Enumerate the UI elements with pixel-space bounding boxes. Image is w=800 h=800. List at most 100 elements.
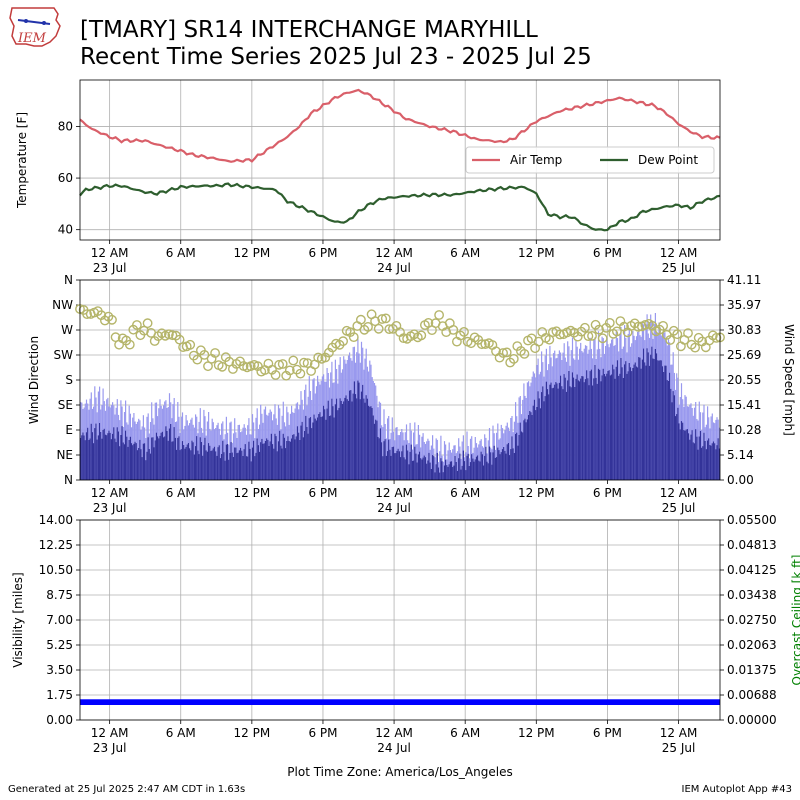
- wind-speed-bar: [564, 377, 566, 480]
- wind-gust-bar: [465, 452, 467, 480]
- wind-speed-bar: [80, 438, 82, 480]
- ceiling-tick-label: 0.02750: [727, 613, 777, 627]
- wind-speed-bar: [419, 451, 421, 480]
- wind-speed-bar: [446, 465, 448, 480]
- wind-direction-point: [299, 357, 309, 368]
- wind-speed-bar: [334, 404, 336, 480]
- wind-speed-bar: [154, 440, 156, 480]
- wind-gust-bar: [206, 421, 208, 480]
- wind-speed-bar: [576, 374, 578, 480]
- wind-speed-bar: [456, 471, 459, 480]
- wind-speed-bar: [498, 450, 500, 480]
- wind-speed-bar: [487, 463, 489, 480]
- wind-direction-point: [416, 330, 427, 341]
- wind-speed-bar: [93, 443, 95, 480]
- wind-speed-bar: [318, 414, 320, 480]
- wind-speed-bar: [274, 433, 276, 480]
- wind-gust-bar: [273, 414, 275, 480]
- wind-speed-bar: [108, 430, 110, 480]
- wind-speed-bar: [368, 405, 370, 480]
- wind-speed-bar: [116, 427, 118, 480]
- wind-speed-bar: [602, 368, 604, 480]
- wind-direction-point: [683, 328, 693, 338]
- wind-speed-bar: [149, 453, 152, 480]
- wind-speed-bar: [333, 417, 335, 480]
- temp-x-tick-label: 12 AM: [91, 246, 129, 260]
- wind-direction-point: [711, 332, 722, 343]
- wind-speed-bar: [123, 444, 126, 480]
- wind-speed-bar: [369, 406, 371, 480]
- wind-speed-tick-label: 15.41: [727, 398, 761, 412]
- wind-speed-bar: [679, 429, 681, 480]
- wind-x-tick-label: 12 AM: [375, 486, 413, 500]
- wind-gust-bar: [483, 447, 485, 480]
- wind-speed-bar: [366, 398, 368, 480]
- wind-speed-bar: [701, 447, 703, 480]
- wind-speed-bar: [82, 432, 84, 480]
- wind-speed-bar: [704, 441, 706, 480]
- wind-speed-bar: [590, 369, 592, 480]
- wind-speed-bar: [266, 438, 268, 480]
- wind-gust-bar: [224, 434, 226, 480]
- wind-speed-bar: [208, 443, 210, 480]
- wind-speed-bar: [398, 451, 400, 480]
- wind-direction-points: [75, 304, 725, 381]
- wind-speed-bar: [515, 434, 517, 480]
- wind-x-tick-label: 6 AM: [166, 486, 196, 500]
- wind-speed-bar: [625, 361, 627, 480]
- wind-x-tick-label: 6 AM: [450, 486, 480, 500]
- wind-speed-bar: [606, 373, 608, 480]
- temp-x-tick-label: 6 AM: [450, 246, 480, 260]
- wind-speed-bar: [122, 442, 124, 480]
- wind-gust-bar: [193, 427, 195, 480]
- temp-x-tick-label: 6 PM: [593, 246, 622, 260]
- wind-gust-bar: [427, 438, 429, 480]
- wind-speed-bar: [686, 429, 688, 480]
- wind-speed-bar: [582, 376, 584, 480]
- wind-speed-bar: [136, 450, 139, 480]
- wind-speed-bar: [608, 370, 610, 480]
- wind-speed-bar: [401, 451, 403, 480]
- wind-speed-bar: [597, 368, 600, 480]
- wind-speed-bar: [85, 432, 88, 480]
- wind-speed-bar: [689, 439, 691, 480]
- wind-speed-bar: [199, 437, 201, 480]
- wind-direction-point: [633, 321, 644, 332]
- wind-speed-bar: [580, 378, 582, 480]
- wind-dir-tick-label: NE: [56, 448, 73, 462]
- wind-speed-bar: [402, 445, 404, 480]
- wind-speed-bar: [390, 455, 392, 480]
- wind-speed-bar: [352, 393, 354, 480]
- wind-speed-bar: [298, 432, 300, 480]
- wind-speed-bar: [142, 443, 144, 480]
- wind-direction-point: [501, 347, 512, 358]
- wind-direction-point: [277, 359, 288, 369]
- wind-speed-bar: [698, 436, 700, 480]
- wind-speed-bar: [670, 388, 672, 480]
- wind-speed-bar: [236, 453, 238, 480]
- wind-speed-bar: [634, 362, 636, 480]
- wind-gust-bar: [219, 434, 222, 480]
- wind-speed-bar: [490, 452, 492, 480]
- wind-direction-point: [355, 314, 366, 325]
- wind-speed-bar: [474, 459, 476, 480]
- wind-speed-bar: [605, 376, 607, 480]
- wind-speed-bar: [405, 444, 408, 480]
- wind-speed-bar: [677, 407, 679, 480]
- wind-speed-bar: [381, 442, 383, 480]
- wind-speed-bar: [552, 387, 555, 480]
- wind-bars: [80, 313, 720, 480]
- wind-speed-bar: [676, 414, 678, 480]
- wind-speed-bar: [414, 446, 416, 480]
- wind-speed-bar: [497, 447, 499, 480]
- wind-gust-bar: [460, 458, 462, 480]
- wind-speed-bar: [336, 398, 338, 480]
- wind-speed-bar: [259, 451, 261, 480]
- wind-speed-bar: [81, 435, 83, 480]
- wind-speed-bar: [526, 419, 528, 480]
- wind-speed-bar: [589, 371, 591, 480]
- wind-speed-bar: [291, 438, 293, 480]
- wind-speed-bar: [435, 464, 437, 480]
- legend-box: [465, 146, 715, 174]
- vis-x-tick-label: 12 AM: [375, 726, 413, 740]
